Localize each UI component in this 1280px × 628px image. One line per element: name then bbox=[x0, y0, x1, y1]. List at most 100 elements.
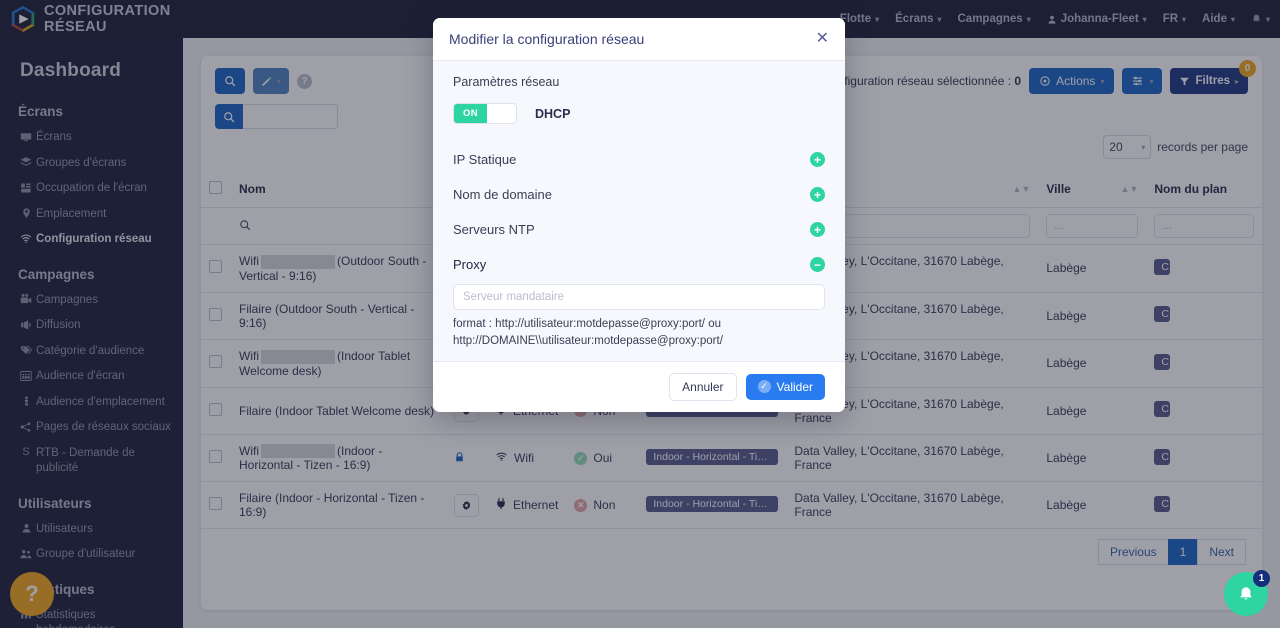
row-plan-badge[interactable]: C bbox=[1154, 401, 1171, 418]
topnav-item-user[interactable]: Johanna-Fleet ▾ bbox=[1047, 13, 1147, 25]
edit-network-config-modal: Modifier la configuration réseau ✕ Param… bbox=[433, 18, 845, 412]
sidebar-item-crans[interactable]: Écrans bbox=[0, 125, 183, 151]
row-settings-button[interactable] bbox=[454, 493, 479, 517]
row-checkbox[interactable] bbox=[209, 355, 222, 369]
column-ville[interactable]: Ville ▲▼ bbox=[1038, 171, 1147, 208]
plus-icon[interactable]: + bbox=[810, 222, 825, 237]
topnav-ecrans-label: Écrans bbox=[895, 13, 934, 25]
notification-button[interactable]: 1 bbox=[1224, 570, 1270, 616]
sidebar-item-configuration-r-seau[interactable]: Configuration réseau bbox=[0, 227, 183, 253]
sort-icon[interactable]: ▲▼ bbox=[1012, 183, 1031, 194]
minus-icon[interactable]: − bbox=[810, 257, 825, 272]
row-plan-badge[interactable]: C bbox=[1154, 306, 1171, 323]
actions-button[interactable]: Actions ▾ bbox=[1029, 68, 1115, 94]
accordion-ip-statique[interactable]: IP Statique + bbox=[453, 142, 825, 177]
app-logo-icon[interactable] bbox=[8, 4, 38, 34]
table-row[interactable]: Wifi (Indoor - Horizontal - Tizen - 16:9)… bbox=[201, 434, 1262, 483]
topnav-item-notifications[interactable]: ▾ bbox=[1251, 13, 1270, 25]
table-row[interactable]: Filaire (Indoor - Horizontal - Tizen - 1… bbox=[201, 481, 1262, 530]
row-secured-cell: ✓ Oui bbox=[566, 434, 639, 483]
notification-badge: 1 bbox=[1253, 570, 1270, 587]
dhcp-toggle-state: ON bbox=[454, 104, 487, 123]
row-plan-badge[interactable]: C bbox=[1154, 495, 1171, 512]
search-icon bbox=[225, 76, 236, 87]
pagination: Previous 1 Next bbox=[201, 529, 1262, 566]
sidebar-item-occupation-de-l-cran[interactable]: Occupation de l'écran bbox=[0, 176, 183, 202]
sort-icon[interactable]: ▲▼ bbox=[1120, 183, 1139, 194]
row-checkbox[interactable] bbox=[209, 402, 222, 416]
row-checkbox[interactable] bbox=[209, 497, 222, 511]
camera-icon bbox=[20, 293, 32, 306]
sidebar-item-rtb-demande-de-publicit[interactable]: S RTB - Demande de publicité bbox=[0, 441, 183, 482]
chevron-right-icon: ▸ bbox=[1234, 76, 1239, 86]
accordion-nom-de-domaine[interactable]: Nom de domaine + bbox=[453, 177, 825, 212]
row-name-cell: Wifi (Outdoor South - Vertical - 9:16) bbox=[231, 244, 446, 293]
search-input[interactable] bbox=[243, 104, 338, 129]
row-checkbox[interactable] bbox=[209, 307, 222, 321]
row-secured-label: Non bbox=[593, 498, 616, 513]
column-plan[interactable]: Nom du plan bbox=[1146, 171, 1262, 208]
dhcp-toggle[interactable]: ON bbox=[453, 103, 517, 124]
sidebar-item-campagnes[interactable]: Campagnes bbox=[0, 288, 183, 314]
select-all-checkbox[interactable] bbox=[209, 181, 222, 194]
search-toggle-button[interactable] bbox=[215, 68, 245, 94]
sidebar-item-audience-d-emplacement[interactable]: Audience d'emplacement bbox=[0, 390, 183, 416]
row-plan-badge[interactable]: C bbox=[1154, 448, 1171, 465]
row-plan-cell: C bbox=[1146, 292, 1262, 340]
topnav-item-ecrans[interactable]: Écrans ▾ bbox=[895, 13, 941, 25]
sidebar-item-utilisateurs[interactable]: Utilisateurs bbox=[0, 517, 183, 543]
topnav-language-label: FR bbox=[1162, 13, 1179, 25]
sidebar-item-groupe-d-utilisateur[interactable]: Groupe d'utilisateur bbox=[0, 542, 183, 568]
filter-input-plan[interactable]: ... bbox=[1154, 214, 1254, 238]
pagination-next[interactable]: Next bbox=[1197, 539, 1246, 566]
row-checkbox[interactable] bbox=[209, 450, 222, 464]
proxy-server-input[interactable]: Serveur mandataire bbox=[453, 284, 825, 310]
sidebar-item-label: Occupation de l'écran bbox=[36, 182, 147, 195]
topnav-item-campagnes[interactable]: Campagnes ▾ bbox=[958, 13, 1031, 25]
topnav-item-flotte[interactable]: Flotte ▾ bbox=[840, 13, 879, 25]
cancel-button[interactable]: Annuler bbox=[669, 372, 737, 401]
row-plan-cell: C bbox=[1146, 434, 1262, 483]
sidebar-item-groupes-d-crans[interactable]: Groupes d'écrans bbox=[0, 151, 183, 177]
filter-input-ville[interactable]: ... bbox=[1046, 214, 1139, 238]
row-city-cell: Labège bbox=[1038, 434, 1147, 483]
share-icon bbox=[20, 420, 32, 433]
records-per-page-select[interactable]: 20 ▾ bbox=[1103, 135, 1152, 159]
plus-icon[interactable]: + bbox=[810, 152, 825, 167]
row-name-prefix: Filaire (Indoor Tablet Welcome desk) bbox=[239, 403, 434, 418]
columns-button[interactable]: ▾ bbox=[1122, 68, 1163, 94]
accordion-proxy[interactable]: Proxy − bbox=[453, 247, 825, 282]
submit-button[interactable]: ✓ Valider bbox=[745, 373, 825, 400]
sidebar-item-diffusion[interactable]: Diffusion bbox=[0, 313, 183, 339]
pagination-previous[interactable]: Previous bbox=[1097, 539, 1169, 566]
sidebar-dashboard-title[interactable]: Dashboard bbox=[20, 60, 122, 81]
tags-icon bbox=[20, 344, 32, 357]
topnav-item-aide[interactable]: Aide ▾ bbox=[1202, 13, 1235, 25]
row-name-prefix: Wifi bbox=[239, 348, 259, 363]
sidebar-item-label: Diffusion bbox=[36, 319, 81, 332]
filter-cell-plan: ... bbox=[1146, 207, 1262, 245]
sidebar-item-emplacement[interactable]: Emplacement bbox=[0, 202, 183, 228]
row-name-suffix: (Indoor Tablet Welcome desk) bbox=[239, 348, 411, 378]
close-icon[interactable]: ✕ bbox=[815, 30, 829, 47]
edit-dropdown-button[interactable]: ▾ bbox=[253, 68, 290, 94]
accordion-serveurs-ntp[interactable]: Serveurs NTP + bbox=[453, 212, 825, 247]
help-button[interactable]: ? bbox=[10, 572, 54, 616]
sidebar-item-pages-de-r-seaux-sociaux[interactable]: Pages de réseaux sociaux bbox=[0, 415, 183, 441]
sidebar-item-audience-d-cran[interactable]: Audience d'écran bbox=[0, 364, 183, 390]
filters-button[interactable]: Filtres ▸ 0 bbox=[1170, 60, 1256, 94]
row-tag-badge[interactable]: Indoor - Horizontal - Tizen - ... bbox=[646, 448, 779, 465]
row-tag-badge[interactable]: Indoor - Horizontal - Tizen - ... bbox=[646, 495, 779, 512]
column-nom[interactable]: Nom bbox=[231, 171, 446, 208]
row-plan-badge[interactable]: C bbox=[1154, 258, 1171, 275]
sidebar-item-cat-gorie-d-audience[interactable]: Catégorie d'audience bbox=[0, 339, 183, 365]
topnav-item-language[interactable]: FR ▾ bbox=[1163, 13, 1186, 25]
chevron-down-icon: ▾ bbox=[875, 14, 880, 24]
row-plan-badge[interactable]: C bbox=[1154, 353, 1171, 370]
plus-icon[interactable]: + bbox=[810, 187, 825, 202]
accordion-proxy-label: Proxy bbox=[453, 257, 487, 272]
question-icon[interactable]: ? bbox=[297, 73, 313, 89]
row-checkbox[interactable] bbox=[209, 260, 222, 274]
search-submit-button[interactable] bbox=[215, 104, 243, 129]
chevron-down-icon: ▾ bbox=[277, 76, 282, 86]
